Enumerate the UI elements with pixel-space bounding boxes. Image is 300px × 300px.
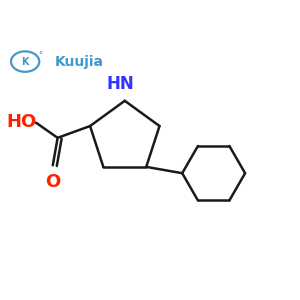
Text: Kuujia: Kuujia [55, 55, 104, 69]
Text: HN: HN [107, 75, 135, 93]
Text: O: O [45, 173, 60, 191]
Text: °: ° [38, 51, 43, 60]
Text: HO: HO [7, 113, 37, 131]
Text: K: K [21, 57, 29, 67]
